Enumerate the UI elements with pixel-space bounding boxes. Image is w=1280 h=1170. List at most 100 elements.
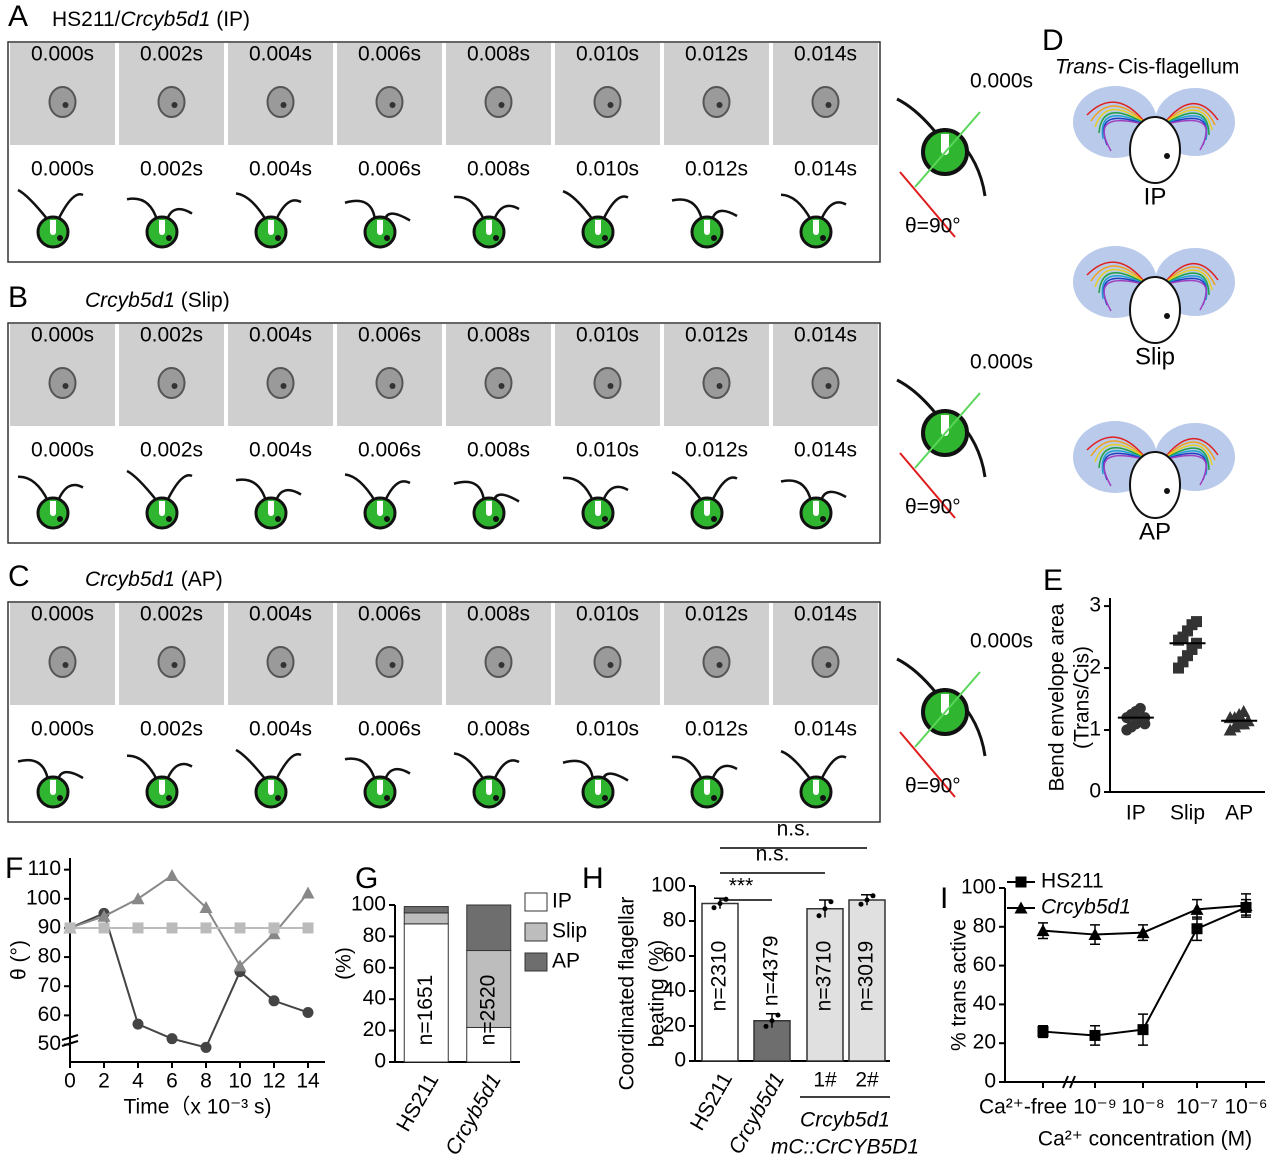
frame-time: 0.014s [794,603,857,626]
cell-spot [498,662,505,668]
cell-image [266,367,295,399]
green-axis [914,111,981,188]
annotation: n.s. [777,818,811,841]
axis-break [61,1034,79,1047]
point [132,1018,144,1030]
point [1137,1024,1149,1036]
eyespot [493,235,499,241]
cell-image [375,367,404,399]
flagellum [710,476,738,502]
waveform [1162,262,1219,286]
y-axis-label: Bend envelope area [1046,603,1069,791]
n-label: n=2310 [708,941,731,1012]
flagellum [56,483,84,502]
x-tick-label: Crcyb5d1 [441,1070,506,1159]
y-axis-label: % trans active [948,919,971,1051]
point [131,892,145,905]
y-tick-label: 60 [973,953,996,976]
y-tick-label: 70 [38,974,61,997]
point [1139,718,1151,730]
trans-label: Trans- [1055,56,1114,79]
waveform [1162,106,1216,126]
flagellum [819,201,847,221]
point [1182,650,1193,662]
point [132,922,144,934]
point [1089,1029,1101,1041]
legend-swatch [524,922,548,942]
envelope-label: IP [1144,183,1167,210]
red-axis [899,731,956,798]
y-tick-label: 100 [651,874,686,897]
cell-spot [607,383,614,389]
frame-time: 0.002s [140,603,203,626]
cis-label: Cis-flagellum [1118,56,1239,79]
cell-spot [716,102,723,108]
cell-image [266,646,295,678]
cell-image [811,646,840,678]
legend-swatch [524,952,548,972]
y-tick-label: 2 [1089,656,1101,679]
x-axis-label: Time（x 10⁻³ s) [124,1096,272,1119]
chloroplast-gap [159,220,165,235]
flagellum [562,190,595,221]
y-axis-label: (Trans/Cis) [1071,646,1094,749]
eyespot [57,516,63,522]
point [1191,923,1203,935]
waveform [1103,279,1148,312]
flagellum [780,479,813,502]
cell-image [157,646,186,678]
flagellum [383,480,411,502]
x-tick-label: 2# [855,1069,879,1092]
waveform [1162,119,1208,151]
chloroplast-gap [268,780,274,795]
envelope-label: AP [1139,518,1171,545]
cartoon-time: 0.006s [358,718,421,741]
cell-spot [498,102,505,108]
cartoon-time: 0.000s [31,158,94,181]
flagellum [17,758,50,781]
eyespot [493,795,499,801]
n-label: n=2520 [476,975,499,1046]
title-part: Crcyb5d1 [85,568,175,591]
cartoon-time: 0.000s [31,718,94,741]
chloroplast-gap [377,501,383,516]
point [166,1033,178,1045]
flagellum [896,657,939,695]
y-tick-label: 20 [663,1014,686,1037]
point [200,922,212,934]
angle-time: 0.000s [970,351,1033,374]
point [97,909,111,922]
cartoon-time: 0.006s [358,439,421,462]
flagellum [601,195,629,221]
flagellum [492,204,520,221]
waveform [1162,266,1216,286]
group-label: Crcyb5d1 [800,1109,890,1132]
chloroplast-gap [704,220,710,235]
cartoon-time: 0.014s [794,439,857,462]
flagellum [126,469,158,502]
x-tick-label: 10⁻⁷ [1176,1096,1218,1119]
point [1134,702,1146,714]
flagellum [344,199,377,221]
cell-spot [171,102,178,108]
panel-title: Crcyb5d1 (AP) [85,568,223,591]
chloroplast-gap [50,220,56,235]
n-label: n=3710 [813,941,836,1012]
panel-letter: D [1042,24,1064,57]
frame-time: 0.012s [685,43,748,66]
flagellum [453,195,486,221]
y-tick-label: 50 [38,1032,61,1055]
waveform [1101,450,1148,475]
cartoon-time: 0.012s [685,439,748,462]
green-axis [914,671,981,748]
chloroplast-gap [159,780,165,795]
cell-spot [171,662,178,668]
cell-image [266,86,295,118]
waveform [1103,454,1148,487]
cell-image [48,367,77,399]
cartoon-time: 0.002s [140,158,203,181]
cell-spot [825,662,832,668]
cell-image [702,367,731,399]
legend-label: AP [552,950,580,973]
eyespot [602,516,608,522]
